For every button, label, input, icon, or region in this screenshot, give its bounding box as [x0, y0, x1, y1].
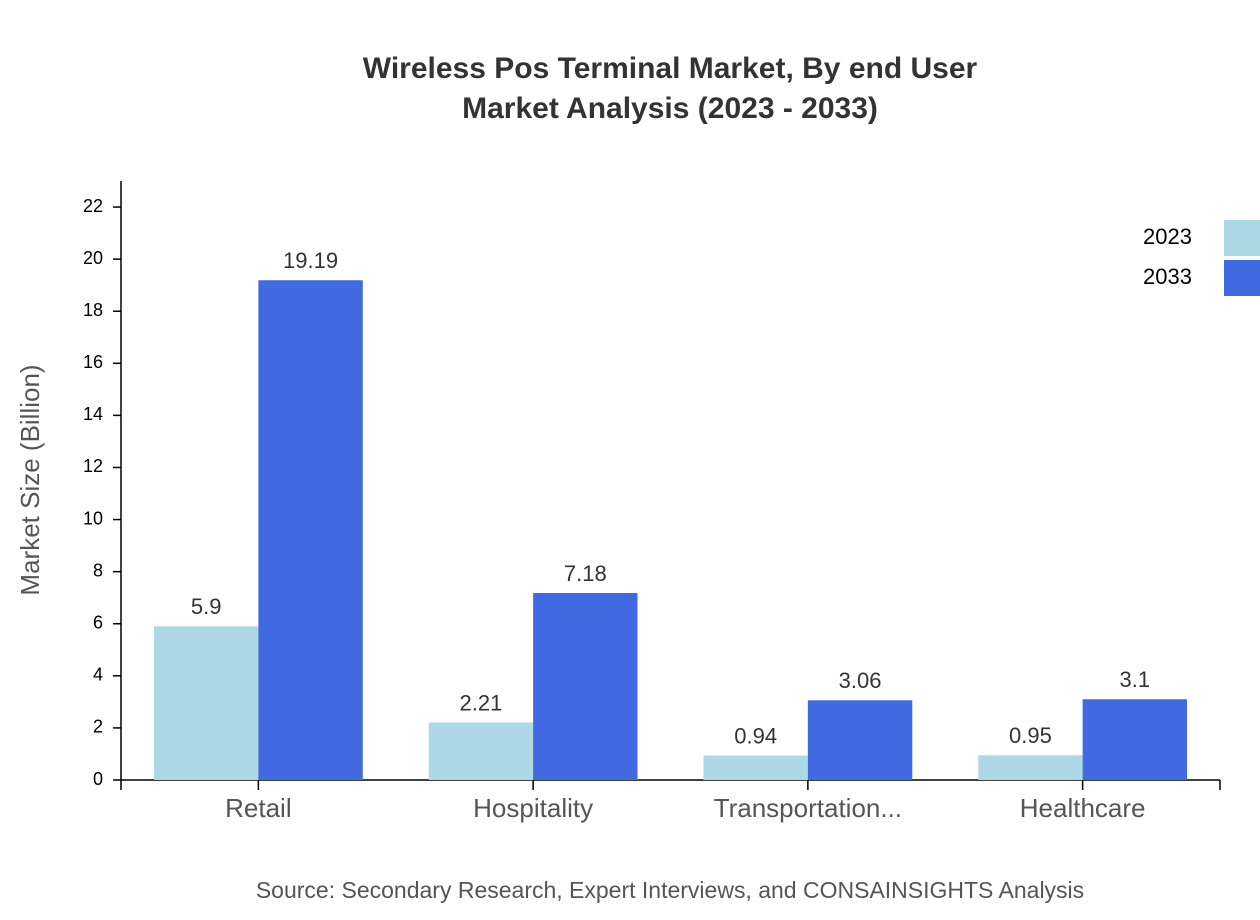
value-label: 19.19 [283, 248, 338, 273]
legend-label: 2023 [1143, 224, 1192, 249]
chart-title: Wireless Pos Terminal Market, By end Use… [363, 52, 978, 85]
legend-swatch [1224, 260, 1260, 296]
x-tick-label: Hospitality [473, 793, 593, 823]
source-note: Source: Secondary Research, Expert Inter… [256, 877, 1084, 903]
bar [703, 755, 808, 780]
value-label: 7.18 [564, 561, 607, 586]
y-tick-label: 16 [83, 352, 103, 372]
legend-swatch [1224, 220, 1260, 256]
y-tick-label: 6 [93, 612, 103, 632]
y-tick-label: 18 [83, 300, 103, 320]
legend-label: 2033 [1143, 264, 1192, 289]
y-tick-label: 14 [83, 404, 103, 424]
bar [1082, 699, 1188, 780]
bar [428, 722, 534, 780]
value-label: 2.21 [460, 690, 503, 715]
value-label: 5.9 [191, 594, 222, 619]
value-label: 0.94 [734, 723, 777, 748]
value-label: 0.95 [1009, 723, 1052, 748]
y-tick-label: 22 [83, 196, 103, 216]
y-tick-label: 8 [93, 560, 103, 580]
x-tick-label: Transportation... [714, 793, 902, 823]
bar [807, 700, 913, 780]
y-tick-label: 2 [93, 717, 103, 737]
y-tick-label: 0 [93, 769, 103, 789]
chart-subtitle: Market Analysis (2023 - 2033) [462, 92, 878, 125]
bar [533, 593, 638, 780]
y-tick-label: 12 [83, 456, 103, 476]
bar [978, 755, 1083, 780]
bar [153, 626, 259, 780]
value-label: 3.06 [839, 668, 882, 693]
y-tick-label: 4 [93, 665, 103, 685]
y-tick-label: 20 [83, 248, 103, 268]
y-axis-label: Market Size (Billion) [15, 364, 45, 595]
bar [258, 280, 363, 780]
value-label: 3.1 [1120, 667, 1151, 692]
x-tick-label: Retail [225, 793, 291, 823]
y-tick-label: 10 [83, 508, 103, 528]
x-tick-label: Healthcare [1020, 793, 1146, 823]
